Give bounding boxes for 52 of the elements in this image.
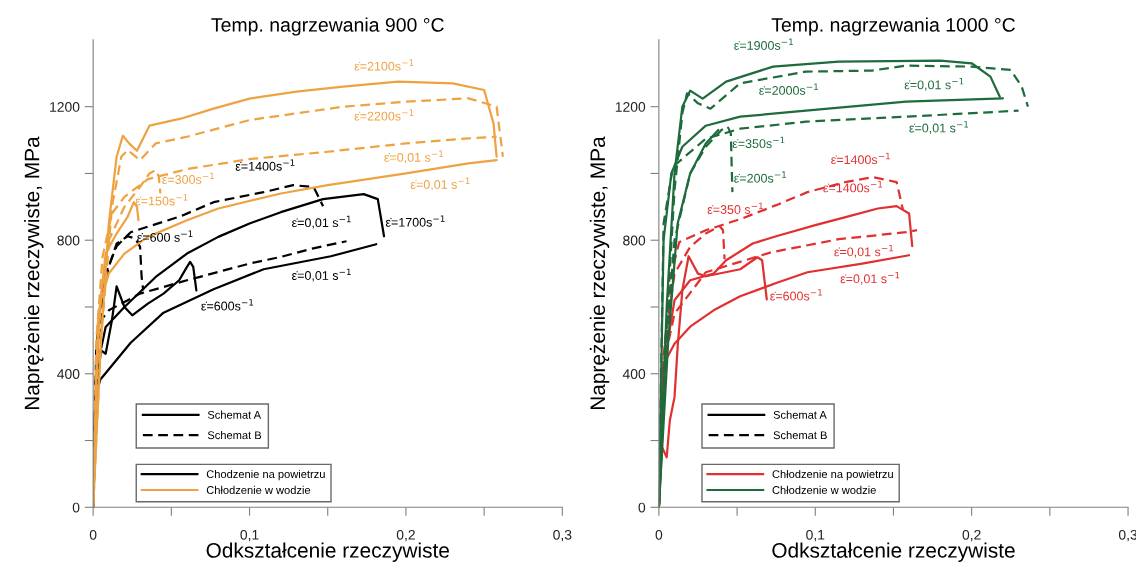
annotation: Schemat A: [207, 410, 262, 419]
annotation: ε̇=1700s$^{−1}$: [385, 215, 445, 227]
y-tick-label: 0: [638, 502, 646, 513]
annotation: ε̇=2100s$^{−1}$: [354, 59, 414, 71]
y-tick-label: 1200: [615, 102, 646, 112]
y-tick-label: 400: [622, 369, 646, 379]
y-axis-title: Naprężenie rzeczywiste, MPa: [589, 136, 610, 410]
annotation: ε̇=300s$^{−1}$: [162, 172, 214, 184]
annotation: ε̇=0,01 s$^{−1}$: [904, 77, 964, 91]
annotation: ε̇=600s$^{−1}$: [201, 299, 254, 311]
x-tick-label: 0,2: [396, 529, 415, 542]
y-tick-label: 800: [623, 235, 646, 246]
annotation: ε̇=0,01 s$^{−1}$: [840, 271, 900, 285]
x-tick-label: 0,1: [240, 529, 259, 542]
annotation: ε̇=0,01 s$^{−1}$: [292, 215, 351, 229]
x-axis-title: Odkształcenie rzeczywiste: [206, 542, 449, 562]
x-tick-label: 0,2: [962, 529, 981, 542]
x-axis-title: Odkształcenie rzeczywiste: [772, 542, 1015, 562]
annotation: ε̇=600s$^{−1}$: [770, 289, 822, 301]
annotation: ε̇=1400s$^{−1}$: [831, 152, 890, 165]
y-tick-label: 0: [72, 502, 80, 513]
annotation: Chodzenie na powietrzu: [206, 469, 325, 481]
x-tick-label: 0: [655, 529, 663, 540]
annotation: Schemat B: [207, 430, 262, 440]
x-tick-label: 0: [89, 529, 97, 540]
annotation: ε̇=0,01 s$^{−1}$: [834, 244, 893, 258]
annotation: Chłodzenie w wodzie: [772, 485, 876, 494]
y-axis-title: Naprężenie rzeczywiste, MPa: [24, 136, 44, 410]
annotation: ε̇=1400s$^{−1}$: [823, 181, 883, 193]
annotation: ε̇=1400s$^{−1}$: [235, 159, 295, 171]
annotation: ε̇=350 s$^{−1}$: [707, 202, 763, 214]
y-tick-label: 1200: [50, 102, 80, 112]
annotation: ε̇=2200s$^{−1}$: [354, 109, 414, 121]
annotation: ε̇=150s$^{−1}$: [135, 194, 188, 206]
annotation: ε̇=2000s$^{−1}$: [759, 83, 818, 95]
annotation: ε̇=350s$^{−1}$: [732, 136, 785, 149]
annotation: ε̇=0,01 s$^{−1}$: [292, 268, 351, 282]
y-tick-label: 400: [57, 369, 80, 379]
y-tick-label: 800: [57, 235, 80, 246]
annotation: Schemat B: [773, 430, 827, 440]
annotation: ε̇=1900s$^{−1}$: [734, 38, 793, 50]
annotation: Chłodzenie na powietrzu: [772, 469, 893, 481]
chart-title: Temp. nagrzewania 900 °C: [211, 17, 444, 36]
annotation: ε̇=200s$^{−1}$: [734, 171, 786, 183]
chart-title: Temp. nagrzewania 1000 °C: [771, 17, 1015, 36]
x-tick-label: 0,3: [553, 529, 572, 542]
annotation: ε̇=0,01 s$^{−1}$: [384, 150, 443, 164]
annotation: Schemat A: [773, 410, 827, 419]
annotation: ε̇=0,01 s$^{−1}$: [410, 177, 470, 191]
annotation: Chłodzenie w wodzie: [206, 485, 311, 494]
x-tick-label: 0,1: [806, 529, 825, 542]
annotation: ε̇=0,01 s$^{−1}$: [909, 121, 969, 134]
